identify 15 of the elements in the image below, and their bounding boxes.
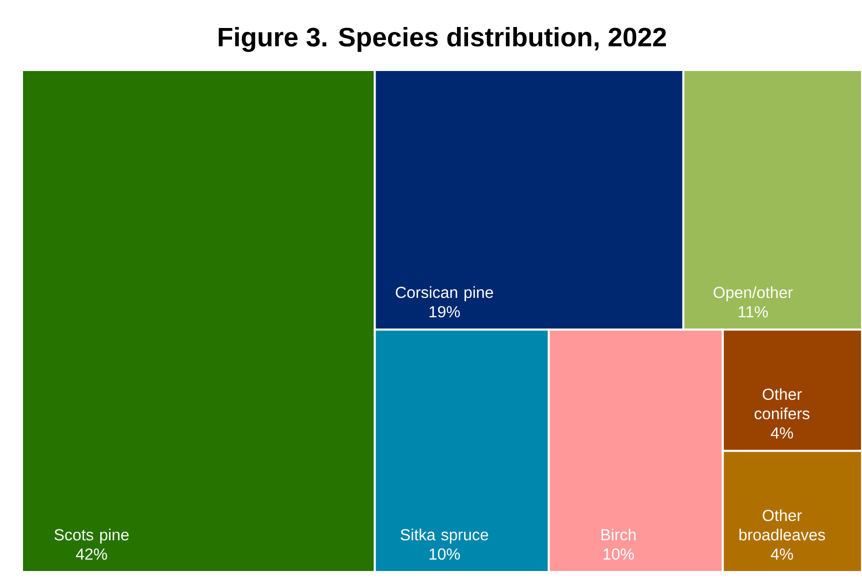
category-label: Open/other <box>714 286 793 302</box>
category-label: Corsican pine <box>396 286 494 302</box>
data-label: 11% <box>738 306 768 318</box>
data-label: 4% <box>770 548 793 560</box>
data-label: 42% <box>76 548 108 560</box>
text: Figure 3. Species distribution, 2022 <box>218 26 666 52</box>
category-label: Other broadleaves <box>739 509 825 540</box>
category-label: Sitka spruce <box>400 528 488 544</box>
data-label: 10% <box>604 548 634 560</box>
data-label: 19% <box>430 306 460 318</box>
category-label: Other conifers <box>754 388 810 420</box>
category-label: Scots pine <box>54 528 129 544</box>
data-label: 4% <box>770 427 793 439</box>
category-label: Birch <box>602 528 636 540</box>
data-label: 10% <box>430 548 460 560</box>
